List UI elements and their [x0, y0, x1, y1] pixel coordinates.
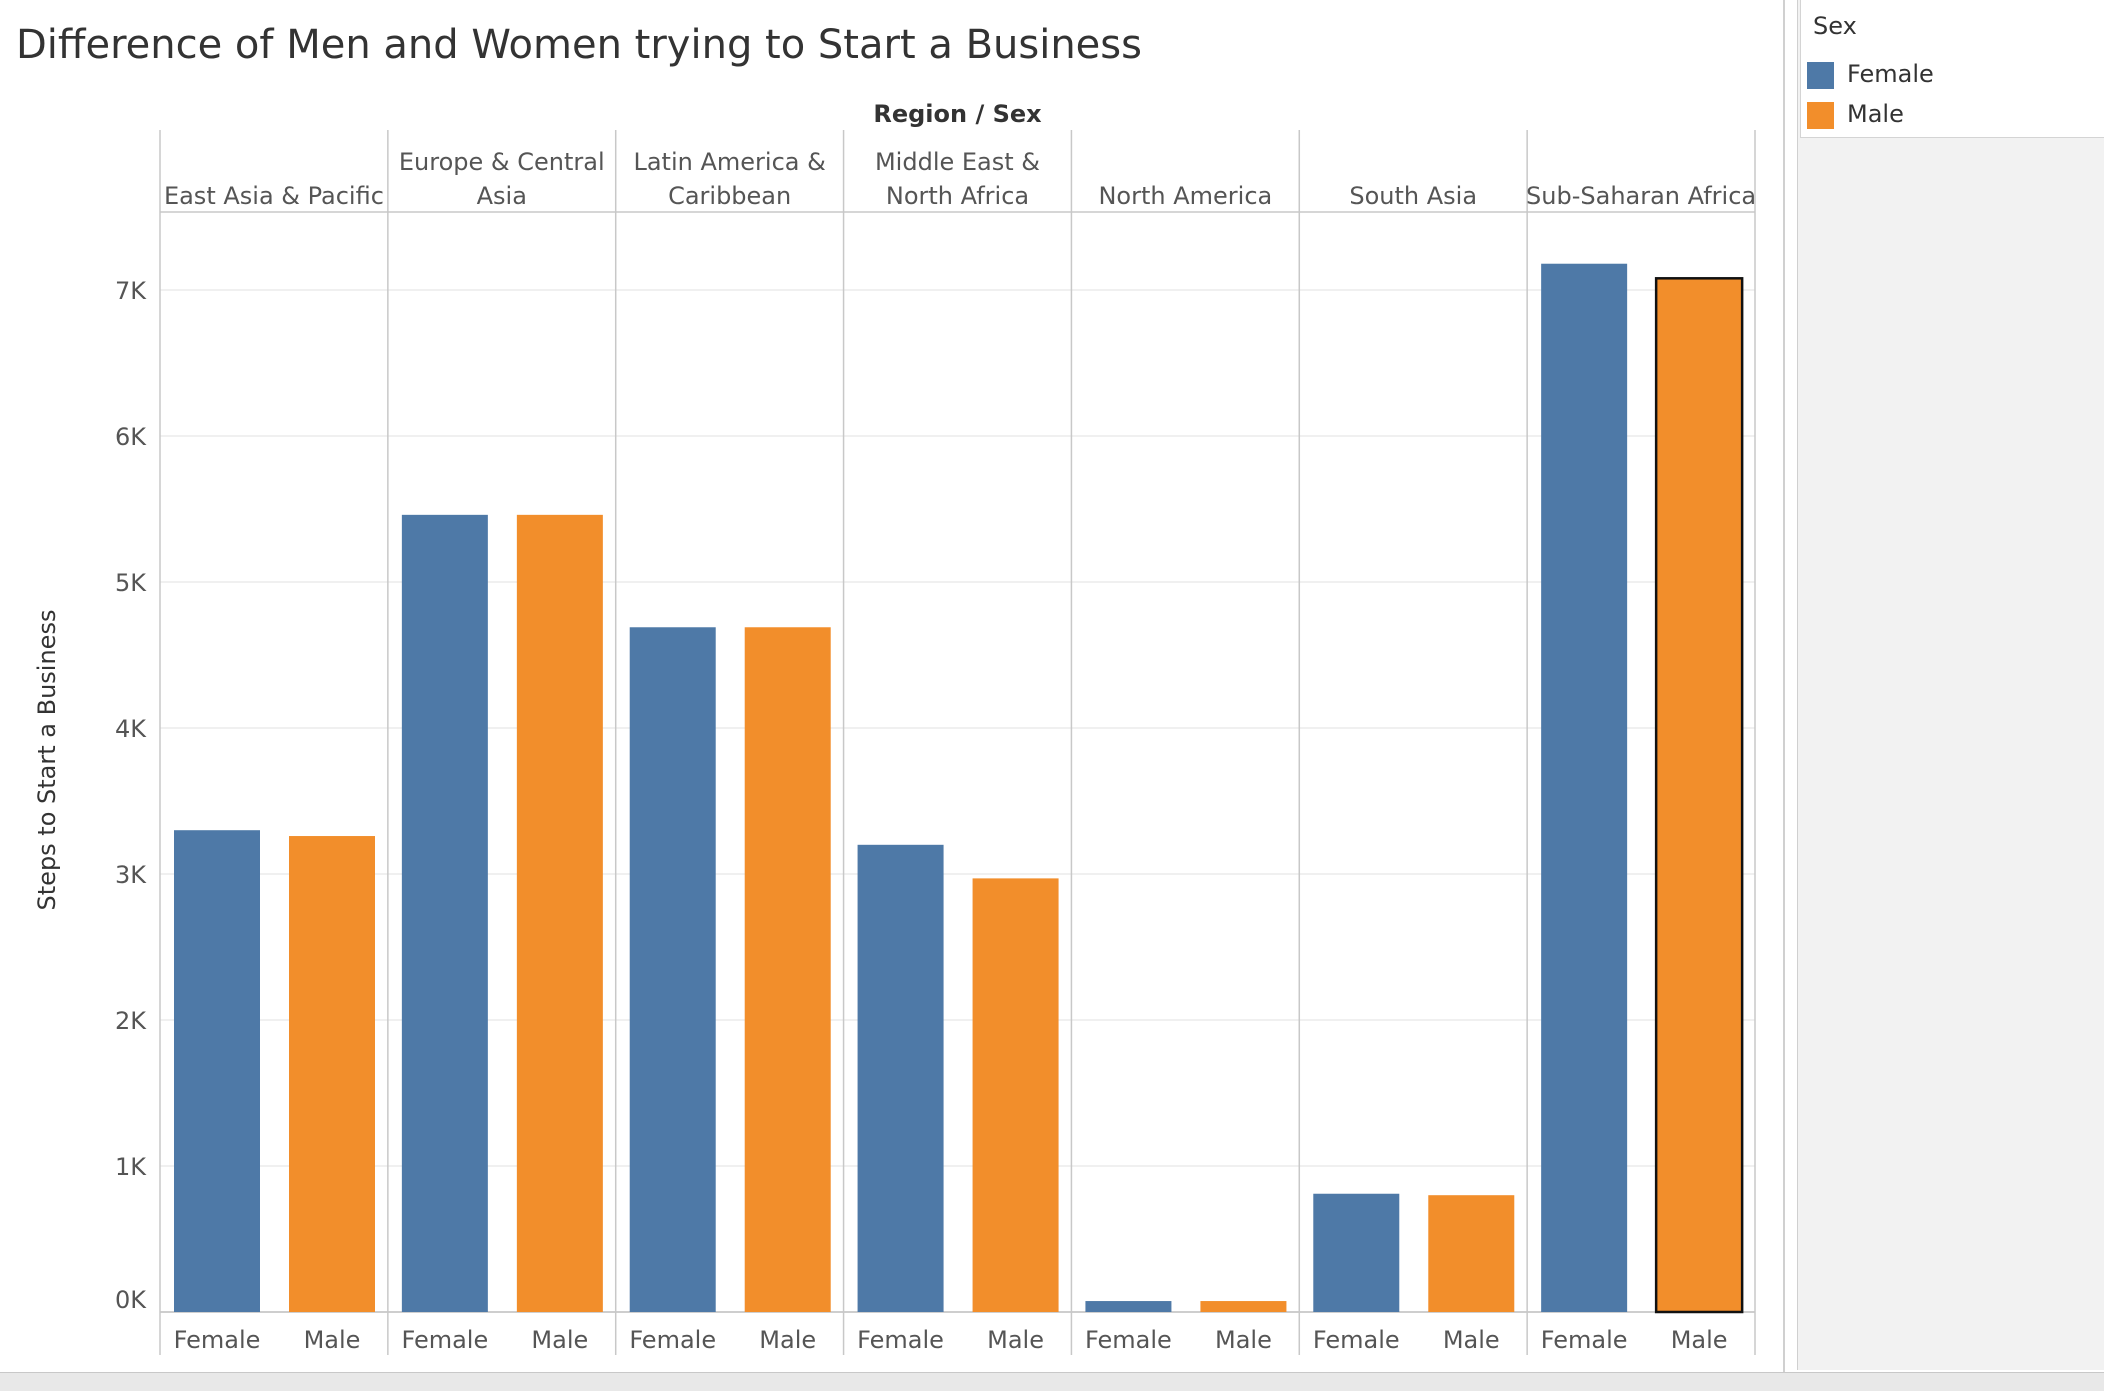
chart-title: Difference of Men and Women trying to St… — [16, 22, 1142, 68]
region-header-2-line-1: Caribbean — [668, 182, 791, 210]
bar-female-region-5 — [1313, 1193, 1400, 1312]
x-category-label-4-1: Male — [1215, 1326, 1272, 1354]
region-header-3-line-0: Middle East & — [875, 148, 1040, 176]
plot-right-border — [1783, 0, 1785, 1372]
x-category-label-1-1: Male — [531, 1326, 588, 1354]
bar-chart: Region / Sex 0K 1K 2K 3K 4K 5K 6K 7K Steps to Sta… — [33, 100, 1756, 1355]
legend-swatch-male — [1807, 102, 1834, 129]
y-tick-label-6: 6K — [115, 423, 147, 451]
x-category-label-5-0: Female — [1313, 1326, 1400, 1354]
legend-panel — [1797, 0, 2104, 1370]
legend-label-male: Male — [1847, 100, 1904, 128]
x-category-label-0-0: Female — [174, 1326, 261, 1354]
bar-female-region-1 — [401, 514, 488, 1312]
y-tick-label-2: 2K — [115, 1007, 147, 1035]
region-header-3-line-1: North Africa — [886, 182, 1029, 210]
x-category-label-5-1: Male — [1443, 1326, 1500, 1354]
region-header-5-line-0: South Asia — [1349, 182, 1477, 210]
x-category-label-3-1: Male — [987, 1326, 1044, 1354]
bar-female-region-6 — [1541, 263, 1628, 1313]
legend[interactable]: Sex Female Male — [1800, 0, 2104, 138]
region-header-1-line-1: Asia — [477, 182, 527, 210]
column-header-label: Region / Sex — [873, 100, 1042, 128]
legend-label-female: Female — [1847, 60, 1934, 88]
bar-female-region-3 — [857, 844, 944, 1312]
x-category-label-2-1: Male — [759, 1326, 816, 1354]
y-tick-label-5: 5K — [115, 569, 147, 597]
bar-male-region-1 — [516, 514, 603, 1312]
bar-male-region-3 — [972, 878, 1059, 1312]
bar-male-region-4 — [1200, 1301, 1287, 1312]
y-tick-label-4: 4K — [115, 715, 147, 743]
bottom-scroll-strip — [0, 1372, 2104, 1391]
legend-item-female[interactable]: Female — [1807, 60, 2097, 90]
x-category-label-3-0: Female — [857, 1326, 944, 1354]
y-axis-label: Steps to Start a Business — [33, 610, 61, 911]
region-header-1-line-0: Europe & Central — [399, 148, 605, 176]
y-tick-label-1: 1K — [115, 1153, 147, 1181]
y-tick-label-7: 7K — [115, 277, 147, 305]
bar-male-region-5 — [1428, 1195, 1515, 1312]
x-category-label-2-0: Female — [629, 1326, 716, 1354]
x-category-label-4-0: Female — [1085, 1326, 1172, 1354]
x-category-label-1-0: Female — [401, 1326, 488, 1354]
region-header-4-line-0: North America — [1098, 182, 1272, 210]
legend-item-male[interactable]: Male — [1807, 100, 2097, 130]
region-header-0-line-0: East Asia & Pacific — [164, 182, 384, 210]
bar-male-region-6 — [1654, 277, 1744, 1314]
x-category-label-6-1: Male — [1671, 1326, 1728, 1354]
bar-female-region-2 — [629, 627, 716, 1312]
bar-female-region-4 — [1085, 1301, 1172, 1312]
region-header-2-line-0: Latin America & — [633, 148, 825, 176]
y-tick-label-3: 3K — [115, 861, 147, 889]
bar-male-region-0 — [289, 836, 375, 1312]
y-tick-label-0: 0K — [115, 1286, 147, 1314]
bar-male-region-2 — [744, 627, 831, 1312]
legend-swatch-female — [1807, 62, 1834, 89]
region-header-6-line-0: Sub-Saharan Africa — [1526, 182, 1756, 210]
x-category-label-0-1: Male — [304, 1326, 361, 1354]
legend-title: Sex — [1813, 12, 1857, 40]
x-category-label-6-0: Female — [1541, 1326, 1628, 1354]
bar-female-region-0 — [174, 830, 260, 1312]
